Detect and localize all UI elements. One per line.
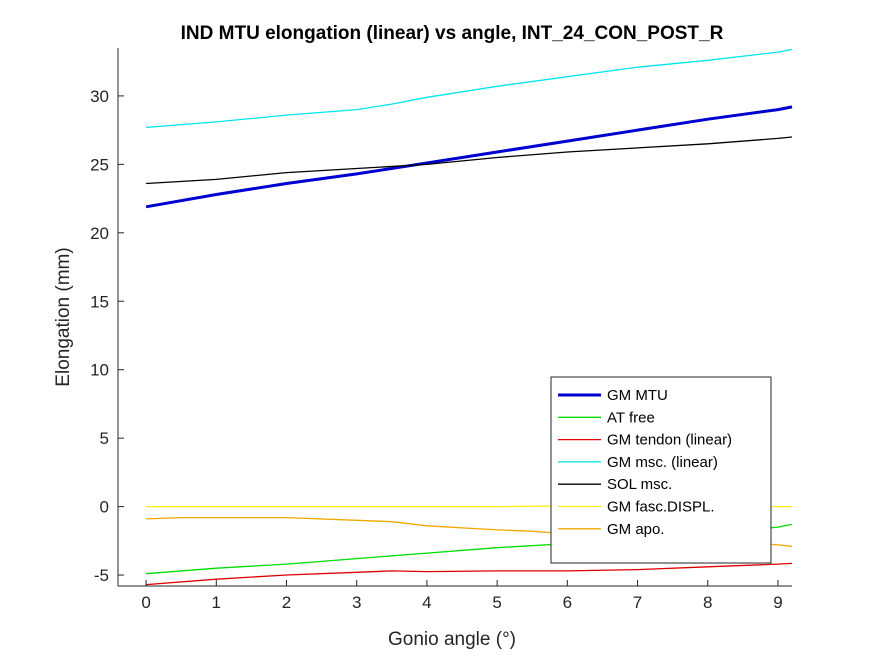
series-line-5: [146, 136, 793, 185]
x-tick-label: 2: [282, 593, 291, 612]
x-tick-label: 3: [352, 593, 361, 612]
y-tick-label: 10: [90, 361, 109, 380]
y-axis-label: Elongation (mm): [53, 247, 74, 386]
x-tick-label: 4: [422, 593, 431, 612]
y-tick-label: -5: [94, 566, 109, 585]
legend-entry: GM MTU: [607, 387, 668, 404]
x-tick-label: 8: [703, 593, 712, 612]
legend: GM MTU AT free GM tendon (linear) GM msc. (…: [550, 376, 772, 564]
chart-title: IND MTU elongation (linear) vs angle, IN…: [181, 23, 724, 44]
legend-entry: GM tendon (linear): [607, 432, 732, 449]
x-tick-label: 1: [212, 593, 221, 612]
axes-layer: 0 1 2 3 4 5 6 7 8 9 -5 0 5 10 15 20 25 30: [90, 48, 792, 612]
x-tick-label: 9: [773, 593, 782, 612]
legend-entry: AT free: [607, 409, 655, 426]
legend-box: [550, 376, 772, 564]
y-tick-label: 0: [100, 498, 109, 517]
x-tick-label: 5: [492, 593, 501, 612]
legend-entry: GM msc. (linear): [607, 454, 718, 471]
series-line-4: [146, 48, 793, 129]
series-line-1: [145, 105, 793, 209]
y-tick-label: 20: [90, 224, 109, 243]
x-tick-label: 0: [141, 593, 150, 612]
y-tick-label: 5: [100, 429, 109, 448]
x-tick-label: 7: [633, 593, 642, 612]
y-tick-label: 15: [90, 292, 109, 311]
legend-entry: SOL msc.: [607, 476, 672, 493]
legend-entry: GM fasc.DISPL.: [607, 499, 715, 516]
x-axis-label: Gonio angle (°): [388, 629, 516, 650]
y-tick-label: 25: [90, 155, 109, 174]
series-line-3: [146, 562, 793, 586]
legend-entry: GM apo.: [607, 521, 665, 538]
y-tick-label: 30: [90, 87, 109, 106]
x-tick-label: 6: [563, 593, 572, 612]
